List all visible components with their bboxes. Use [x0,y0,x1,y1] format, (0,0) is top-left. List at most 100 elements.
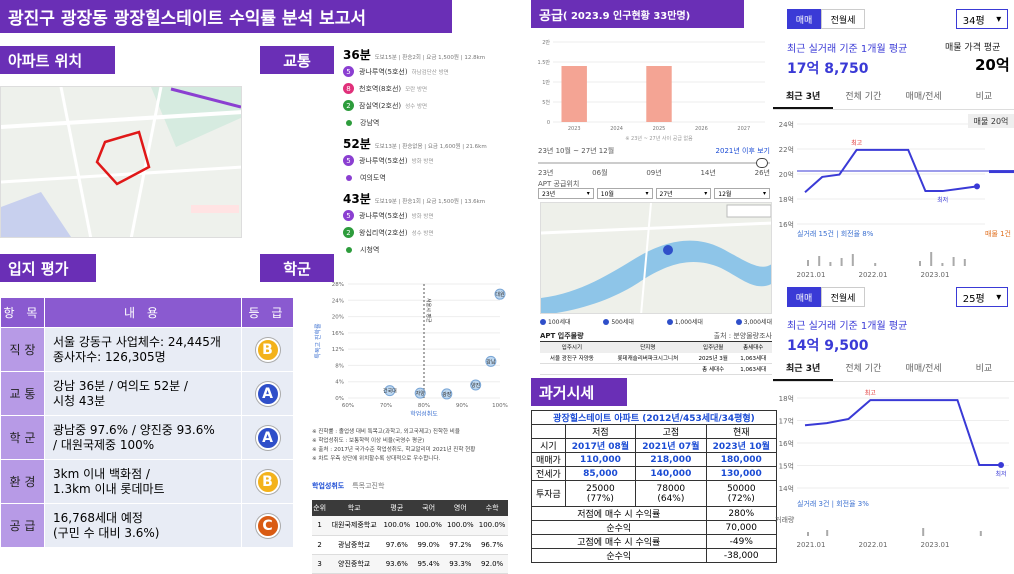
volume-bar [818,256,821,266]
supply-list-source: 출처 : 분양물량조사 [713,332,772,340]
map-graphic [1,87,241,237]
school-header: 영어 [444,500,477,516]
slider-tick: 06월 [592,169,608,177]
listing-marker [989,170,1014,174]
x-tick-label: 2027 [737,126,750,132]
past-cell: 218,000 [635,452,707,467]
subway-line-icon [346,246,352,253]
volume-bar [829,262,832,266]
period-tab[interactable]: 매매/전세 [905,364,942,374]
slider-tick: 14년 [700,169,716,177]
route-step: 5 광나루역(5호선) 방화 방면 [343,207,523,224]
tab-rent-34[interactable]: 전월세 [821,9,865,29]
y-axis-label: 특목고 진학률 [314,323,322,359]
listing-badge-label: 매물 20억 [974,116,1009,126]
past-cell: 2017년 08월 [564,438,637,453]
station-name: 광나루역(5호선) [359,156,408,165]
size-select-34[interactable]: 34평 ▾ [956,9,1008,29]
eval-content: 서울 강동구 사업체수: 24,445개 종사자수: 126,305명 [44,327,242,372]
school-header: 학교 [327,500,381,516]
past-cell: 2023년 10월 [705,438,778,453]
volume-bar [840,258,843,266]
date-select-value: 12월 [718,191,732,198]
section-location: 아파트 위치 [0,46,115,74]
x-tick-label: 2022.01 [859,541,888,549]
route-step: 시청역 [343,241,523,258]
school-note: ※ 진학률 : 졸업생 대비 특목고(과학고, 외고국제고) 진학한 비율 [312,429,460,435]
station-name: 광나루역(5호선) [359,211,408,220]
x-tick-label: 60% [342,403,354,409]
x-tick-label: 90% [456,403,468,409]
date-select[interactable]: 23년 ▾ [538,188,594,199]
section-school: 학군 [260,254,334,282]
past-summary-label: 순수익 [531,548,707,563]
station-direction: 모란 방면 [405,86,428,93]
size-25-value: 25평 [962,293,985,305]
legend-circle-icon [666,318,673,325]
supply-slider[interactable] [538,158,770,168]
x-tick-label: 100% [492,403,508,409]
past-summary-value: -38,000 [705,548,778,563]
legend-circle-icon [540,318,546,325]
eval-row: 직 장 서울 강동구 사업체수: 24,445개 종사자수: 126,305명 B [0,327,294,372]
volume-bar [826,530,829,536]
period-tab[interactable]: 전체 기간 [845,92,882,102]
supply-link[interactable]: 2021년 이후 보기 [715,147,770,155]
eval-grade-cell: A [241,415,294,460]
station-name: 여의도역 [360,173,386,182]
x-tick-label: 2023.01 [921,271,950,279]
eval-row: 교 통 강남 36분 / 여의도 52분 / 시청 43분 A [0,371,294,416]
period-tab[interactable]: 비교 [975,92,993,102]
y-tick-label: 24% [332,298,344,304]
x-tick-label: 2023.01 [921,541,950,549]
eval-header-item: 항 목 [0,297,45,328]
school-cell: 96.7% [476,535,508,555]
school-table: 순위 학교 평균 국어 영어 수학 1 대원국제중학교 100.0% 100.0% 100.0% 1… [312,500,508,574]
supply-chart: 0 5천 1만 1.5만 2만 2023 2024 2025 2026 2027 ※ 23년 ~ 2… [533,34,771,144]
date-select[interactable]: 10월 ▾ [596,188,653,199]
route-step: 2 잠실역(2호선) 성수 방면 [343,97,523,114]
size-select-25[interactable]: 25평 ▾ [956,287,1008,307]
station-name: 잠실역(2호선) [359,101,402,110]
period-tab[interactable]: 최근 3년 [773,86,834,109]
tab-special-school[interactable]: 특목고진학 [352,482,385,490]
eval-content: 광남중 97.6% / 양진중 93.6% / 대원국제중 100% [44,415,242,460]
location-map[interactable] [0,86,242,238]
period-tab[interactable]: 비교 [975,364,993,374]
grade-badge: B [255,469,280,494]
eval-item: 공 급 [0,503,45,548]
data-point-label: 자양 [416,390,426,397]
date-select[interactable]: 27년 ▾ [655,188,712,199]
chevron-down-icon: ▾ [762,190,766,197]
past-cell: 110,000 [564,452,637,467]
tab-rent-25[interactable]: 전월세 [821,287,865,307]
eval-grade-cell: A [241,371,294,416]
tab-achievement[interactable]: 학업성취도 [312,482,345,490]
legend-item: 100세대 [540,317,571,326]
legend-item: 1,000세대 [666,317,703,326]
station-name: 천호역(8호선) [359,84,402,93]
x-tick-label: 2026 [695,126,708,132]
volume-bar [807,260,809,266]
period-tab[interactable]: 전체 기간 [845,364,882,374]
past-summary-label: 고점에 매수 시 수익률 [531,534,707,549]
school-row: 3 양진중학교 93.6% 95.4% 93.3% 92.0% [312,554,508,574]
grade-badge: C [255,513,280,538]
supply-map[interactable] [540,202,772,314]
tab-sale-34[interactable]: 매매 [787,9,821,29]
past-summary-label: 저점에 매수 시 수익률 [531,506,707,521]
avg-label-25: 최근 실거래 기준 1개월 평균 [787,321,908,332]
school-cell: 93.3% [444,554,477,574]
past-header-row: 저점 고점 현재 [531,424,778,439]
report-title: 광진구 광장동 광장힐스테이트 수익률 분석 보고서 [0,0,452,33]
date-select[interactable]: 12월 ▾ [714,188,770,199]
y-tick-label: 20억 [779,171,794,179]
volume-bar [874,263,877,266]
listing-count: 매물 1건 [985,229,1011,238]
tab-sale-25[interactable]: 매매 [787,287,821,307]
data-point-label: 광장 [442,391,452,398]
period-tab[interactable]: 최근 3년 [773,358,834,381]
y-tick-label: 12% [332,347,344,353]
past-cell: 50000 (72%) [705,480,778,507]
period-tab[interactable]: 매매/전세 [905,92,942,102]
